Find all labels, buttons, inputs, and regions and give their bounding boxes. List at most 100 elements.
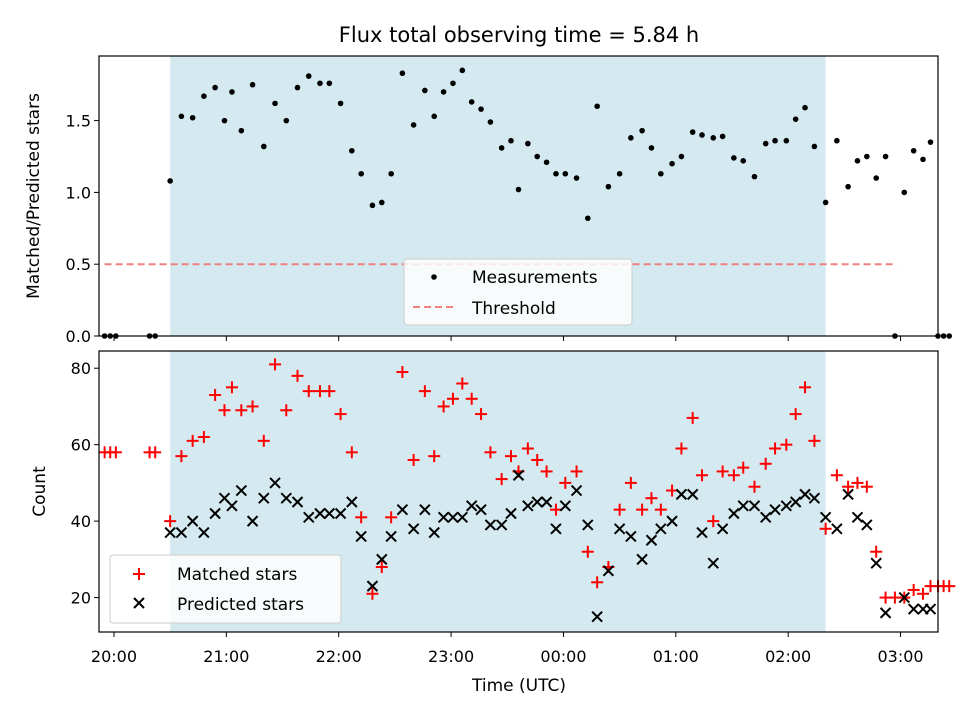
x-tick-label: 02:00	[765, 647, 811, 666]
predicted-star-point	[907, 603, 920, 615]
series-measurements	[101, 67, 953, 339]
y-tick-label: 20	[71, 589, 91, 608]
measurement-point	[772, 137, 778, 144]
matched-star-point	[591, 576, 604, 589]
measurement-point	[783, 137, 790, 144]
matched-star-point	[716, 465, 729, 478]
bottom-legend: Matched stars Predicted stars	[109, 554, 342, 624]
matched-star-point	[334, 408, 347, 421]
predicted-star-point	[475, 503, 487, 516]
predicted-star-point	[396, 503, 409, 516]
measurement-point	[515, 186, 522, 193]
bottom-y-axis-label: Count	[30, 466, 50, 517]
predicted-star-point	[314, 507, 326, 520]
matched-star-point	[666, 484, 679, 497]
bottom-legend-box	[109, 554, 342, 624]
measurement-point	[616, 170, 623, 177]
predicted-star-point	[428, 526, 440, 539]
measurement-point	[762, 140, 769, 147]
predicted-star-point	[675, 488, 688, 501]
matched-star-point	[808, 434, 821, 447]
predicted-star-point	[175, 526, 188, 539]
legend-matched-stars-label: Matched stars	[177, 565, 297, 585]
measurement-point	[388, 170, 394, 177]
measurement-point	[864, 153, 870, 160]
predicted-star-point	[570, 484, 583, 497]
predicted-star-point	[686, 488, 699, 501]
matched-star-point	[197, 431, 210, 444]
measurement-point	[920, 156, 926, 163]
measurement-point	[802, 104, 808, 111]
matched-star-point	[495, 473, 508, 486]
predicted-star-point	[613, 523, 626, 535]
matched-star-point	[109, 446, 122, 459]
matched-star-point	[257, 434, 270, 447]
measurement-point	[498, 145, 505, 151]
matched-star-point	[345, 446, 358, 459]
measurement-point	[731, 155, 737, 161]
predicted-star-point	[484, 519, 497, 531]
measurement-point	[594, 103, 600, 110]
measurement-point	[927, 139, 934, 145]
measurement-point	[792, 116, 799, 122]
matched-star-point	[484, 446, 497, 459]
measurement-point	[378, 199, 385, 206]
measurement-point	[584, 215, 591, 222]
matched-star-point	[581, 545, 594, 558]
x-tick-label: 23:00	[428, 647, 474, 666]
y-tick-label: 40	[71, 512, 91, 531]
x-tick-label: 20:00	[91, 647, 137, 666]
x-tick-label: 21:00	[203, 647, 249, 666]
bottom-panel: 20 40 60 80 20:00 21:00 22:00 23:00 00:00 01:00 0…	[30, 350, 956, 696]
matched-star-point	[465, 392, 478, 405]
measurement-point	[459, 67, 466, 74]
matched-star-point	[737, 461, 750, 474]
legend-predicted-stars-marker	[133, 597, 145, 609]
matched-star-point	[505, 450, 518, 463]
predicted-star-point	[366, 580, 379, 592]
measurement-point	[678, 153, 685, 160]
measurement-point	[369, 202, 376, 209]
measurement-point	[294, 84, 301, 91]
top-legend-box	[403, 258, 633, 326]
predicted-star-point	[447, 511, 459, 524]
predicted-star-point	[550, 523, 562, 535]
predicted-star-point	[355, 530, 367, 543]
matched-star-point	[175, 450, 188, 463]
matched-star-point	[209, 388, 222, 401]
x-tick-label: 03:00	[877, 647, 923, 666]
matched-star-point	[907, 583, 920, 596]
measurement-point	[658, 170, 664, 177]
measurement-point	[689, 129, 696, 135]
predicted-star-point	[303, 511, 315, 524]
measurement-point	[553, 170, 559, 177]
matched-star-point	[636, 503, 649, 516]
matched-star-point	[149, 446, 162, 459]
predicted-star-point	[696, 526, 708, 539]
matched-star-point	[218, 404, 231, 417]
measurement-point	[229, 89, 235, 95]
matched-star-point	[799, 381, 812, 394]
matched-star-point	[748, 480, 761, 493]
top-panel: 0.0 0.5 1.0 1.5 Matched/Predicted stars Mea…	[24, 55, 953, 346]
measurement-point	[261, 143, 267, 150]
chart-title: Flux total observing time = 5.84 h	[339, 23, 699, 47]
predicted-star-point	[407, 523, 420, 535]
measurement-point	[468, 99, 475, 105]
matched-star-point	[323, 385, 336, 398]
predicted-star-point	[602, 565, 615, 577]
measurement-point	[326, 80, 333, 87]
matched-star-point	[851, 476, 864, 489]
measurement-point	[811, 143, 818, 150]
matched-star-point	[396, 366, 409, 379]
matched-star-point	[696, 469, 709, 482]
measurement-point	[940, 333, 947, 339]
predicted-star-point	[456, 511, 469, 524]
measurement-point	[358, 170, 364, 177]
measurement-point	[605, 183, 612, 190]
measurement-point	[178, 113, 185, 120]
predicted-star-point	[334, 507, 347, 520]
predicted-star-point	[870, 557, 882, 569]
measurement-point	[910, 147, 917, 154]
measurement-point	[212, 84, 218, 91]
